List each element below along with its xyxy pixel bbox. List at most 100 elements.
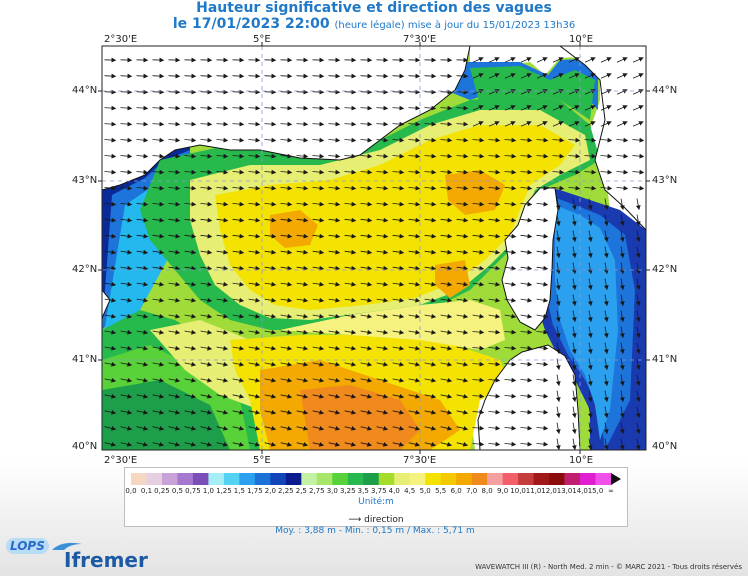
wave-direction-arrow [603,294,609,307]
wave-direction-arrow [296,345,309,351]
wave-direction-arrow [456,313,469,319]
wave-direction-arrow [344,377,357,383]
wave-direction-arrow [520,169,533,175]
legend-tick: 2,5 [295,487,307,495]
wave-direction-arrow [488,441,501,447]
wave-direction-arrow [603,262,609,275]
wave-direction-arrow [184,73,197,79]
wave-direction-arrow [504,217,517,223]
wave-direction-arrow [584,121,596,127]
color-scale-swatch [332,473,349,485]
wave-direction-arrow [392,393,405,399]
wave-direction-arrow [200,89,213,95]
wave-direction-arrow [360,249,373,255]
wave-direction-arrow [120,442,133,447]
wave-direction-arrow [376,281,389,287]
wave-direction-arrow [216,185,229,191]
wave-direction-arrow [120,185,133,191]
wave-direction-arrow [392,233,405,239]
wave-direction-arrow [344,249,357,255]
wave-direction-arrow [392,89,405,95]
wave-direction-arrow [264,442,277,447]
wave-direction-arrow [520,409,533,415]
wave-direction-arrow [104,233,117,239]
wave-direction-arrow [440,345,453,351]
wave-direction-arrow [296,265,309,271]
wave-direction-arrow [619,214,625,227]
wave-direction-arrow [104,73,117,79]
wave-direction-arrow [456,442,469,447]
wave-direction-arrow [264,393,277,399]
wave-direction-arrow [376,297,389,303]
wave-direction-arrow [552,73,564,79]
wave-direction-arrow [536,409,549,415]
wave-direction-arrow [632,137,645,143]
wave-direction-arrow [264,297,277,303]
wave-direction-arrow [619,438,625,450]
lat-label-right: 44°N [652,85,678,96]
lon-label-top: 10°E [569,34,594,45]
wave-direction-arrow [392,361,405,367]
wave-direction-arrow [584,169,597,175]
wave-direction-arrow [635,246,641,259]
color-scale-swatch [146,473,163,485]
wave-direction-arrow [440,217,453,223]
wave-direction-arrow [104,329,117,335]
wave-direction-arrow [552,137,565,143]
wave-direction-arrow [392,265,405,271]
wave-direction-arrow [184,249,197,255]
wave-direction-arrow [536,441,549,447]
wave-direction-arrow [571,374,577,387]
wave-direction-arrow [360,137,373,143]
wave-direction-arrow [344,89,357,95]
wave-direction-arrow [587,198,593,211]
wave-direction-arrow [120,265,133,271]
wave-direction-arrow [120,217,133,223]
wave-direction-arrow [168,281,181,287]
wave-direction-arrow [312,169,325,175]
wave-direction-arrow [424,329,437,335]
copyright-text: WAVEWATCH III (R) - North Med. 2 min - ©… [475,563,742,571]
wave-direction-arrow [488,233,501,239]
wave-direction-arrow [520,137,533,143]
wave-direction-arrow [408,442,421,447]
wave-direction-arrow [472,361,485,367]
wave-direction-arrow [136,233,149,239]
wave-direction-arrow [472,425,485,431]
wave-direction-arrow [232,281,245,287]
wave-direction-arrow [360,185,373,191]
wave-direction-arrow [536,217,549,223]
wave-direction-arrow [440,281,453,287]
lat-label-left: 44°N [72,85,98,96]
wave-direction-arrow [216,393,229,399]
wave-direction-arrow [280,313,293,319]
legend-tick: 2,0 [264,487,276,495]
wave-direction-arrow [456,361,469,367]
lat-label-right: 43°N [652,175,678,186]
wave-direction-arrow [488,201,501,207]
wave-direction-arrow [504,345,517,351]
wave-direction-arrow [616,89,628,95]
wave-direction-arrow [168,89,181,95]
wave-direction-arrow [536,105,548,111]
wave-direction-arrow [216,265,229,271]
wave-direction-arrow [216,426,229,431]
wave-direction-arrow [424,73,437,79]
legend-tick: 3,25 [339,487,356,495]
wave-direction-arrow [200,137,213,143]
wave-direction-arrow [488,249,501,255]
scale-end-arrow [611,473,621,485]
wave-direction-arrow [280,249,293,255]
wave-direction-arrow [488,137,501,143]
wave-direction-arrow [328,426,341,431]
wave-direction-arrow [344,73,357,79]
wave-direction-arrow [120,233,133,239]
legend-tick: 5,5 [435,487,447,495]
wave-direction-arrow [600,121,612,127]
wave-direction-arrow [184,185,197,191]
wave-direction-arrow [488,409,501,415]
wave-direction-arrow [456,377,469,383]
wave-direction-arrow [264,89,277,95]
wave-direction-arrow [568,73,580,79]
wave-direction-arrow [424,169,437,175]
